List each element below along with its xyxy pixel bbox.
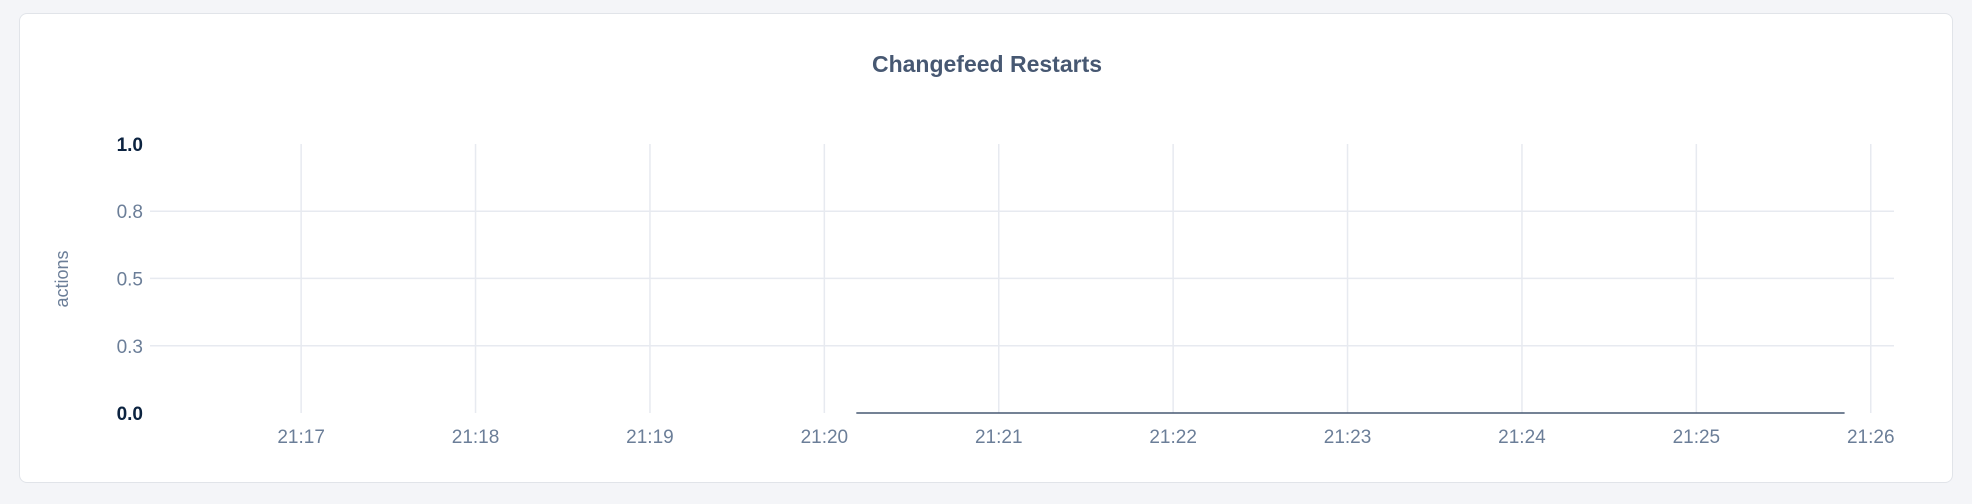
y-tick-label: 0.3 [117, 337, 143, 358]
x-tick-label: 21:19 [626, 427, 674, 448]
y-axis-label: actions [52, 250, 72, 307]
x-tick-label: 21:26 [1847, 427, 1895, 448]
x-tick-label: 21:17 [277, 427, 325, 448]
x-tick-label: 21:25 [1673, 427, 1721, 448]
x-tick-label: 21:21 [975, 427, 1023, 448]
y-tick-label: 0.5 [117, 269, 143, 290]
x-tick-label: 21:23 [1324, 427, 1372, 448]
y-tick-label: 0.0 [117, 404, 143, 425]
chart-title: Changefeed Restarts [872, 51, 1102, 77]
x-tick-label: 21:22 [1149, 427, 1197, 448]
x-tick-label: 21:24 [1498, 427, 1546, 448]
y-tick-label: 0.8 [117, 202, 143, 223]
x-tick-label: 21:20 [801, 427, 849, 448]
x-tick-label: 21:18 [452, 427, 500, 448]
chart-card [19, 13, 1953, 483]
y-tick-label: 1.0 [117, 135, 143, 156]
